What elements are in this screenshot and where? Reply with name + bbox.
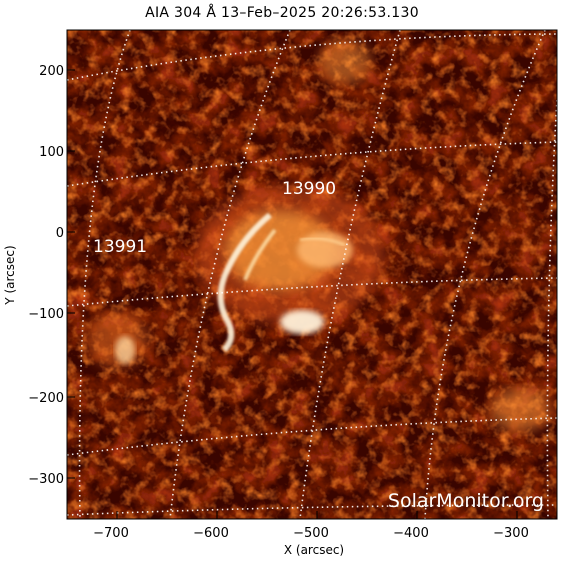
x-axis-title: X (arcsec) bbox=[284, 543, 344, 557]
x-tick-label: −600 bbox=[193, 526, 229, 541]
active-region-13990-emission bbox=[195, 185, 385, 353]
y-tick-label: −200 bbox=[28, 391, 64, 406]
heliographic-grid bbox=[67, 30, 557, 519]
watermark: SolarMonitor.org bbox=[388, 490, 544, 512]
bright-patch-lower-right bbox=[490, 388, 550, 432]
y-tick-label: 0 bbox=[56, 226, 64, 241]
y-tick-label: 100 bbox=[39, 145, 64, 160]
y-axis-ticks bbox=[67, 69, 75, 479]
bright-patch-top bbox=[319, 40, 371, 84]
x-tick-label: −700 bbox=[93, 526, 129, 541]
y-tick-label: −100 bbox=[28, 307, 64, 322]
y-axis-title: Y (arcsec) bbox=[3, 245, 17, 305]
x-tick-label: −500 bbox=[293, 526, 329, 541]
plot-frame bbox=[66, 29, 558, 520]
region-label-13990: 13990 bbox=[282, 179, 336, 199]
x-tick-label: −400 bbox=[393, 526, 429, 541]
image-title: AIA 304 Å 13–Feb–2025 20:26:53.130 bbox=[145, 5, 419, 21]
sun-image: 13990 13991 SolarMonitor.org bbox=[67, 30, 557, 519]
x-tick-label: −300 bbox=[493, 526, 529, 541]
y-tick-label: −300 bbox=[28, 472, 64, 487]
y-tick-label: 200 bbox=[39, 64, 64, 79]
active-region-13991-emission bbox=[88, 312, 148, 368]
x-axis-ticks bbox=[116, 511, 518, 519]
region-label-13991: 13991 bbox=[93, 237, 147, 257]
